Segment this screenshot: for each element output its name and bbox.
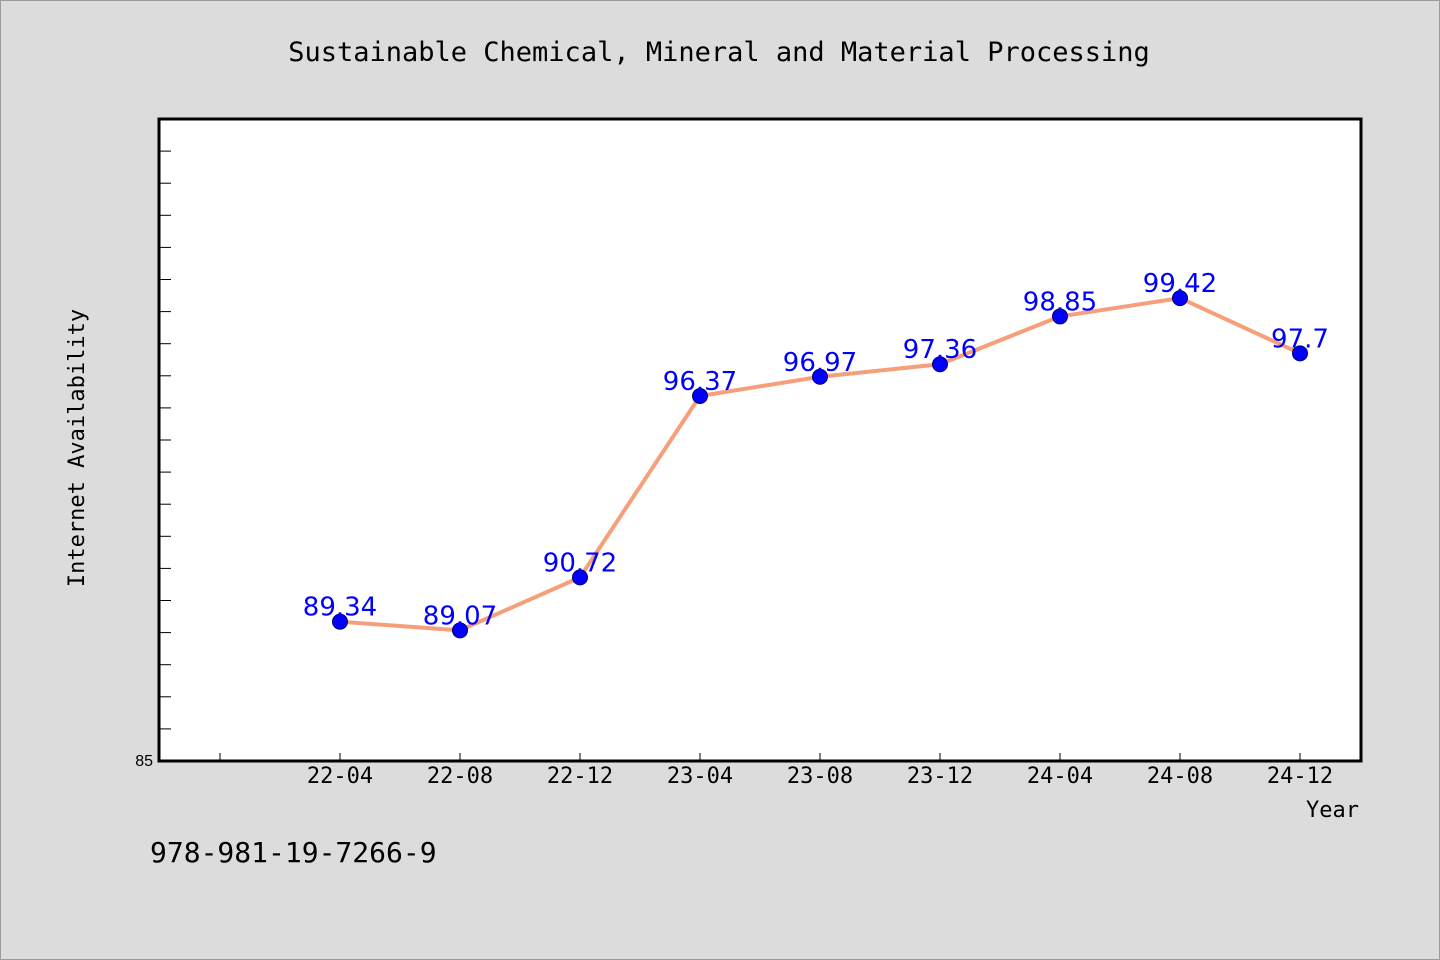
x-tick-label-24-08: 24-08 (1147, 764, 1213, 789)
plot-area (157, 117, 1363, 763)
data-label-24-04: 98.85 (1023, 287, 1097, 317)
data-label-23-12: 97.36 (903, 335, 977, 365)
data-label-23-08: 96.97 (783, 348, 857, 378)
x-axis-title: Year (1306, 798, 1359, 823)
x-tick-label-23-08: 23-08 (787, 764, 853, 789)
x-tick-label-24-12: 24-12 (1267, 764, 1333, 789)
data-point-23-12 (932, 356, 948, 373)
data-point-22-04 (332, 613, 348, 630)
data-label-24-08: 99.42 (1143, 269, 1217, 299)
data-point-22-08 (452, 622, 468, 639)
data-point-23-04 (692, 388, 708, 405)
data-label-23-04: 96.37 (663, 367, 737, 397)
x-axis-tick-labels: 22-04 22-08 22-12 23-04 23-08 23-12 24-04 24-08… (307, 764, 1333, 789)
footer-code: 978-981-19-7266-9 (150, 836, 437, 869)
y-axis-ticks (159, 118, 171, 730)
x-tick-label-24-04: 24-04 (1027, 764, 1093, 789)
x-tick-label-22-12: 22-12 (547, 764, 613, 789)
data-labels: 89.34 89.07 90.72 96.37 96.97 97.36 98.85 99.42… (303, 269, 1329, 631)
chart-title: Sustainable Chemical, Mineral and Materi… (288, 37, 1150, 68)
data-label-22-08: 89.07 (423, 601, 497, 631)
data-point-22-12 (572, 569, 588, 586)
data-label-22-12: 90.72 (543, 548, 617, 578)
y-axis-title: Internet Availability (65, 309, 90, 587)
x-axis-ticks (219, 753, 1301, 761)
y-tick-label-min: 85 (135, 753, 153, 770)
data-label-24-12: 97.7 (1271, 324, 1329, 354)
series-availability (332, 290, 1308, 639)
x-tick-label-23-04: 23-04 (667, 764, 733, 789)
x-tick-label-23-12: 23-12 (907, 764, 973, 789)
x-tick-label-22-08: 22-08 (427, 764, 493, 789)
x-tick-label-22-04: 22-04 (307, 764, 373, 789)
data-point-24-12 (1292, 345, 1308, 362)
data-point-24-04 (1052, 308, 1068, 325)
data-point-24-08 (1172, 290, 1188, 307)
data-point-23-08 (812, 368, 828, 385)
data-label-22-04: 89.34 (303, 593, 377, 623)
